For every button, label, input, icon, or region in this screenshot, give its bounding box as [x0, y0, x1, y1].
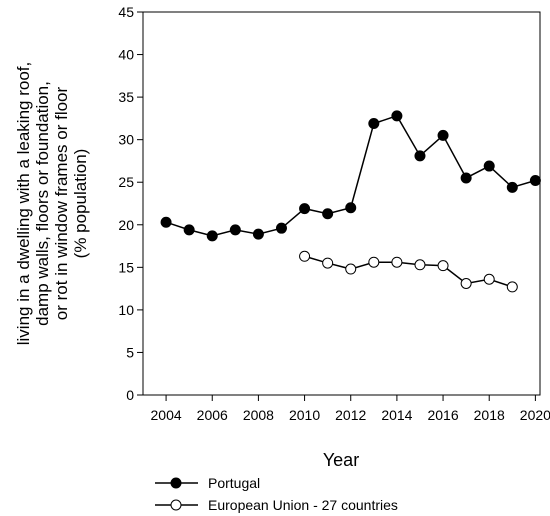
data-point: [322, 208, 334, 220]
data-point: [483, 273, 495, 285]
data-point: [299, 203, 311, 215]
y-tick-label: 5: [126, 344, 134, 360]
legend-marker: [170, 499, 182, 511]
x-tick-label: 2014: [381, 407, 412, 423]
x-tick-label: 2006: [197, 407, 228, 423]
x-tick-label: 2008: [243, 407, 274, 423]
data-point: [391, 110, 403, 122]
legend-label: European Union - 27 countries: [208, 497, 398, 513]
y-tick-label: 20: [118, 217, 134, 233]
y-tick-label: 0: [126, 387, 134, 403]
data-point: [183, 224, 195, 236]
data-point: [368, 256, 380, 268]
series-layer: [160, 110, 541, 293]
y-axis-title-line: or rot in window frames or floor: [52, 86, 71, 320]
y-axis-title-line: living in a dwelling with a leaking roof…: [14, 62, 33, 346]
series-portugal: [160, 110, 541, 242]
y-axis-title-line: damp walls, floors or foundation,: [33, 81, 52, 326]
data-point: [529, 175, 541, 187]
x-tick-label: 2004: [151, 407, 182, 423]
data-point: [252, 228, 264, 240]
x-axis-title: Year: [323, 450, 359, 470]
data-point: [414, 259, 426, 271]
y-tick-label: 30: [118, 132, 134, 148]
y-tick-label: 45: [118, 4, 134, 20]
x-tick-label: 2018: [474, 407, 505, 423]
data-point: [391, 256, 403, 268]
data-point: [414, 150, 426, 162]
data-point: [460, 278, 472, 290]
data-point: [368, 117, 380, 129]
legend-marker: [170, 477, 182, 489]
data-point: [506, 181, 518, 193]
y-axis-title: living in a dwelling with a leaking roof…: [14, 62, 90, 346]
data-point: [275, 222, 287, 234]
x-tick-label: 2020: [520, 407, 550, 423]
data-point: [206, 230, 218, 242]
y-tick-label: 40: [118, 47, 134, 63]
series-line: [304, 255, 513, 288]
legend-label: Portugal: [208, 475, 260, 491]
y-axis-title-line: (% population): [71, 149, 90, 259]
series-line: [165, 114, 536, 237]
data-point: [345, 202, 357, 214]
legend: Portugal European Union - 27 countries: [155, 475, 398, 513]
plot-area-frame: [142, 11, 541, 396]
data-point: [460, 172, 472, 184]
data-point: [483, 160, 495, 172]
x-tick-label: 2010: [289, 407, 320, 423]
data-point: [437, 129, 449, 141]
data-point: [345, 263, 357, 275]
x-axis-ticks: 2004 2006 2008 2010 2012 2014 2016 2018 2020: [151, 395, 550, 423]
data-point: [322, 257, 334, 269]
y-tick-label: 25: [118, 174, 134, 190]
y-tick-label: 15: [118, 259, 134, 275]
y-axis-ticks: 0 5 10 15 20 25 30 35 40 45: [118, 4, 143, 403]
series-eu27: [299, 250, 518, 293]
data-point: [229, 224, 241, 236]
y-tick-label: 35: [118, 89, 134, 105]
data-point: [160, 216, 172, 228]
data-point: [437, 260, 449, 272]
x-tick-label: 2016: [427, 407, 458, 423]
data-point: [299, 250, 311, 262]
x-tick-label: 2012: [335, 407, 366, 423]
data-point: [506, 281, 518, 293]
y-tick-label: 10: [118, 302, 134, 318]
